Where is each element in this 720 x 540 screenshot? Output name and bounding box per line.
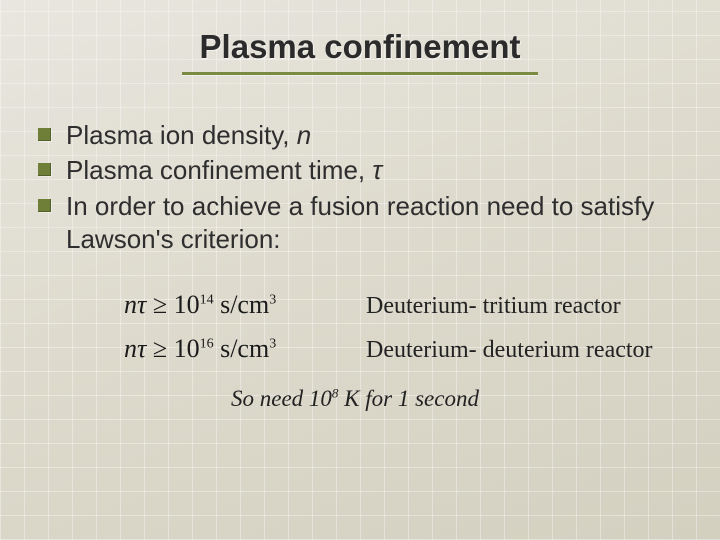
eq-op: ≥	[153, 290, 167, 319]
eq-op: ≥	[153, 334, 167, 363]
bullet-var: τ	[372, 155, 382, 185]
eq-rhs-exp: 14	[200, 292, 214, 307]
equations-block: nτ ≥ 1014 s/cm3 Deuterium- tritium react…	[124, 290, 684, 364]
footnote-prefix: So need 10	[231, 386, 332, 411]
eq-units-exp: 3	[269, 292, 276, 307]
eq-rhs-base: 10	[174, 290, 200, 319]
equation-row: nτ ≥ 1016 s/cm3 Deuterium- deuterium rea…	[124, 334, 684, 364]
title-underline	[182, 72, 538, 75]
footnote-suffix: K for 1 second	[338, 386, 479, 411]
bullet-list: Plasma ion density, n Plasma confinement…	[36, 119, 684, 256]
eq-units: s/cm	[214, 290, 270, 319]
equation-label: Deuterium- deuterium reactor	[366, 337, 653, 364]
equation: nτ ≥ 1016 s/cm3	[124, 334, 350, 364]
bullet-text: Plasma confinement time,	[66, 155, 372, 185]
bullet-item: Plasma confinement time, τ	[38, 154, 684, 187]
bullet-text: In order to achieve a fusion reaction ne…	[66, 191, 654, 254]
equation-row: nτ ≥ 1014 s/cm3 Deuterium- tritium react…	[124, 290, 684, 320]
equation: nτ ≥ 1014 s/cm3	[124, 290, 350, 320]
footnote: So need 108 K for 1 second	[26, 386, 684, 412]
bullet-icon	[38, 199, 51, 212]
slide: Plasma confinement Plasma ion density, n…	[0, 0, 720, 540]
eq-rhs-exp: 16	[200, 336, 214, 351]
eq-lhs: nτ	[124, 290, 146, 319]
eq-units: s/cm	[214, 334, 270, 363]
slide-title: Plasma confinement	[36, 28, 684, 66]
equation-label: Deuterium- tritium reactor	[366, 293, 621, 320]
eq-rhs-base: 10	[174, 334, 200, 363]
bullet-var: n	[297, 120, 311, 150]
eq-units-exp: 3	[269, 336, 276, 351]
bullet-item: In order to achieve a fusion reaction ne…	[38, 190, 684, 257]
bullet-text: Plasma ion density,	[66, 120, 297, 150]
bullet-icon	[38, 128, 51, 141]
bullet-icon	[38, 163, 51, 176]
eq-lhs: nτ	[124, 334, 146, 363]
bullet-item: Plasma ion density, n	[38, 119, 684, 152]
